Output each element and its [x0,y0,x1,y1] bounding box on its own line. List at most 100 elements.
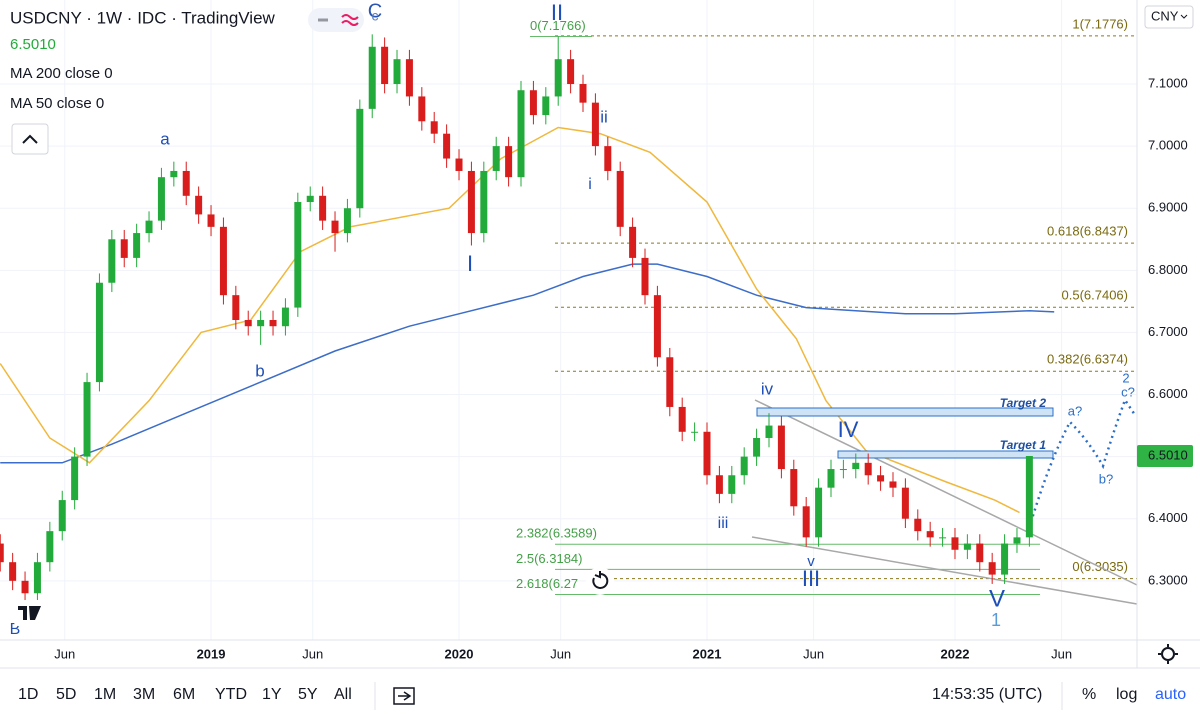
candle-body [182,170,190,196]
fib-extension-label: 2.382(6.3589) [516,526,597,541]
candle-body [145,220,153,234]
fib-extension-label: 0(7.1766) [530,18,586,33]
indicator-legend[interactable]: MA 50 close 0 [10,95,104,112]
indicator-legend[interactable]: MA 200 close 0 [10,65,113,82]
candle-body [257,320,265,327]
candle-body [120,239,128,258]
candle-body [1013,537,1021,544]
reset-icon [592,571,609,589]
candle-body [467,170,475,234]
candle-body [1025,455,1033,538]
candle-body [207,214,215,227]
candle-body [604,146,612,171]
y-tick-label: 6.8000 [1148,262,1188,277]
scale-option[interactable]: auto [1155,686,1186,703]
candle-body [678,406,686,432]
wave-label: a? [1068,403,1082,418]
target-box [756,407,1054,417]
candle-body [542,96,550,116]
fib-label: 0.618(6.8437) [1047,224,1128,239]
candle-body [368,46,376,109]
wave-label: a [160,129,170,148]
candle-body [740,456,748,476]
fib-extension-label: 2.618(6.27 [516,576,578,591]
last-price: 6.5010 [10,36,56,53]
range-button[interactable]: 5Y [298,686,318,703]
settings-icon [1158,644,1178,664]
wave-label: II [551,0,563,25]
range-button[interactable]: 5D [56,686,76,703]
candle-body [492,146,500,171]
range-button[interactable]: 1M [94,686,116,703]
x-tick-label: 2020 [445,646,474,661]
range-button[interactable]: 3M [133,686,155,703]
wave-label: c [372,8,379,24]
collapse-button[interactable] [11,123,49,155]
settings-icon[interactable] [1161,647,1175,661]
candle-body [21,580,29,594]
wave-label: b? [1099,471,1113,486]
wave-label: i [588,176,592,193]
y-tick-label: 6.3000 [1148,572,1188,587]
candle-body [480,170,488,234]
candle-body [83,382,91,457]
symbol-title: USDCNY · 1W · IDC · TradingView [10,8,276,27]
candle-body [567,59,575,85]
range-button[interactable]: 1Y [262,686,282,703]
target-label: Target 1 [1000,438,1047,452]
candle-body [988,562,996,575]
scale-option[interactable]: log [1116,686,1137,703]
range-button[interactable]: All [334,686,352,703]
x-tick-label: Jun [803,646,824,661]
x-tick-label: Jun [54,646,75,661]
candle-body [641,257,649,296]
y-tick-label: 7.1000 [1148,75,1188,90]
y-tick-label: 6.7000 [1148,324,1188,339]
candle-body [653,295,661,358]
legend-toggle[interactable] [308,8,364,32]
candle-body [133,233,141,258]
candle-body [815,487,823,538]
candle-body [443,133,451,159]
candle-body [343,208,351,234]
candle-body [827,469,835,488]
candle-body [294,202,302,308]
range-button[interactable]: YTD [215,686,247,703]
moving-average [0,263,1055,464]
wave-label: B [10,621,21,638]
scale-option[interactable]: % [1082,686,1096,703]
wave-label: iv [761,379,774,398]
candle-body [802,506,810,538]
currency-button[interactable] [1144,5,1194,29]
reset-button[interactable] [586,567,614,595]
candle-body [356,108,364,209]
candle-body [281,307,289,327]
range-button[interactable]: 1D [18,686,38,703]
candle-body [629,226,637,258]
candle-body [926,531,934,538]
candle-body [877,475,885,482]
candle-body [95,282,103,383]
candle-body [232,295,240,320]
x-tick-label: Jun [1051,646,1072,661]
x-tick-label: 2022 [941,646,970,661]
candle-body [219,226,227,296]
candle-body [951,537,959,550]
candle-body [728,475,736,494]
candle-body [455,158,463,171]
wave-label: IV [838,417,859,442]
candle-body [9,562,17,581]
range-button[interactable]: 6M [173,686,195,703]
candle-body [839,469,847,471]
candle-body [753,437,761,457]
candle-body [703,431,711,476]
candle-body [777,425,785,470]
candle-body [963,543,971,550]
candle-body [71,456,79,501]
candle-body [393,59,401,85]
compare-icon[interactable] [393,687,415,705]
fib-label: 0.5(6.7406) [1062,288,1129,303]
y-tick-label: 7.0000 [1148,138,1188,153]
wave-label: b [255,361,264,380]
